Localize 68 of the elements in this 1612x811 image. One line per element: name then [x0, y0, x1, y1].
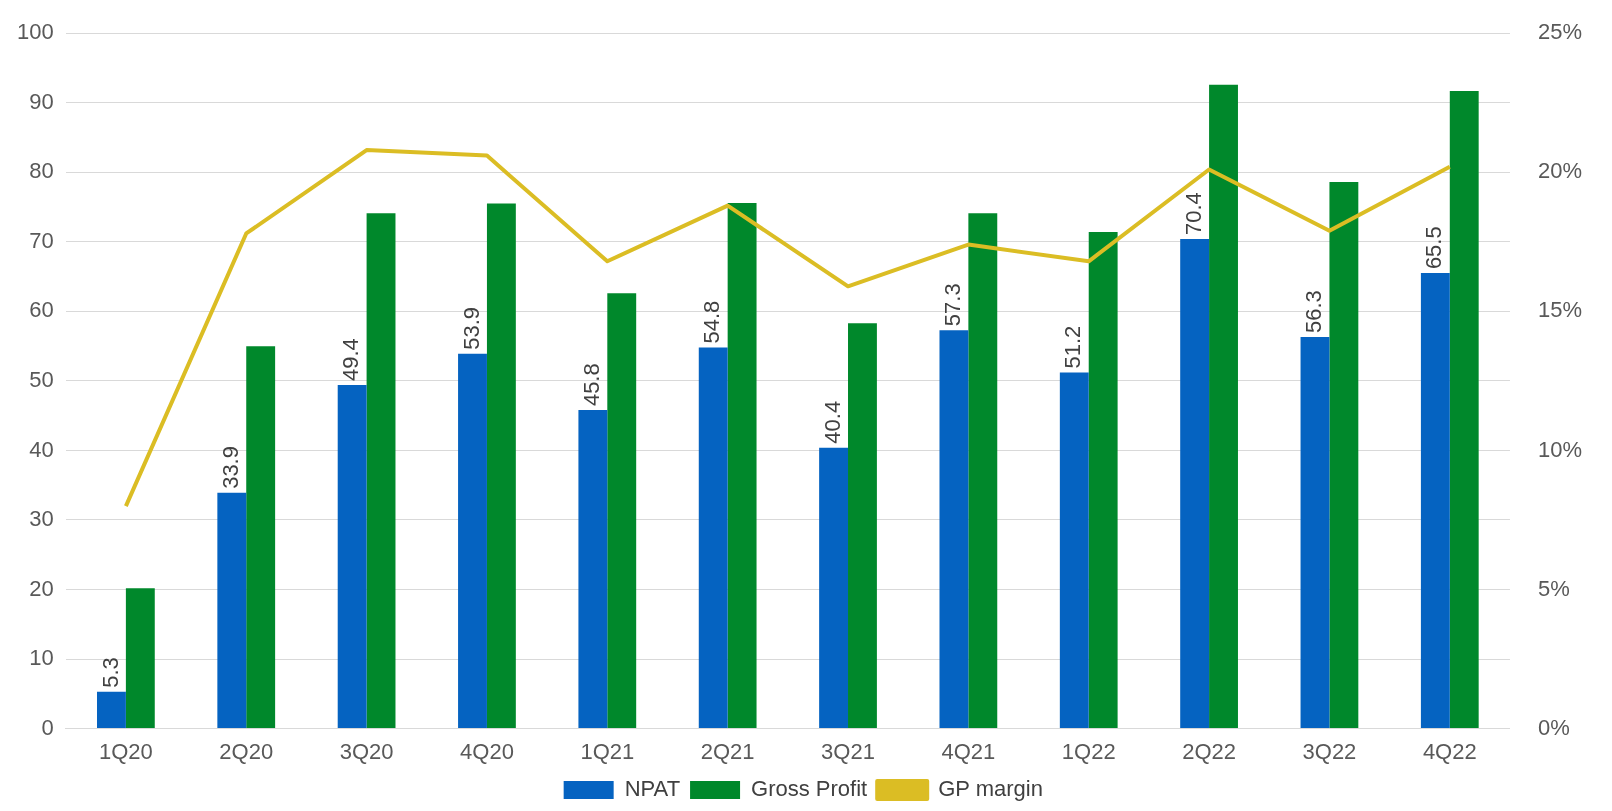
bar [1449, 90, 1479, 729]
bar [1088, 232, 1118, 729]
data-label: 57.3 [939, 283, 965, 327]
y2-tick-label: 25% [1537, 19, 1583, 45]
y-tick-label: 90 [29, 88, 54, 114]
bar [727, 202, 757, 729]
data-label: 56.3 [1301, 290, 1327, 334]
legend-label: NPAT [624, 776, 681, 802]
bar [1300, 337, 1330, 729]
x-tick-label: 4Q22 [1422, 738, 1477, 764]
y-tick-label: 60 [29, 297, 54, 323]
x-tick-label: 3Q21 [821, 738, 875, 764]
data-label: 5.3 [97, 657, 123, 688]
data-label: 70.4 [1180, 192, 1206, 236]
y2-tick-label: 20% [1537, 158, 1583, 184]
y-tick-label: 0 [41, 714, 54, 740]
bar [246, 346, 276, 729]
bar [939, 330, 969, 729]
x-tick-label: 2Q21 [700, 738, 755, 764]
x-tick-label: 4Q20 [460, 738, 514, 764]
y-tick-label: 50 [29, 366, 54, 392]
y-tick-label: 10 [29, 645, 54, 671]
data-label: 33.9 [217, 446, 243, 489]
bar [848, 323, 877, 729]
bar [217, 492, 247, 729]
x-tick-label: 1Q22 [1061, 738, 1116, 764]
data-label: 51.2 [1060, 325, 1086, 369]
bar [97, 691, 126, 729]
bar [458, 353, 487, 729]
y2-tick-label: 5% [1537, 575, 1570, 601]
bar [1059, 372, 1089, 729]
bar [1180, 239, 1210, 729]
bar [125, 588, 155, 729]
bar [607, 293, 637, 729]
bar [1329, 182, 1359, 729]
y-tick-label: 80 [29, 158, 54, 184]
legend-label: GP margin [938, 776, 1043, 802]
bar [698, 347, 728, 729]
bar [578, 410, 608, 729]
y2-tick-label: 15% [1537, 297, 1583, 323]
bar [366, 213, 396, 729]
y2-tick-label: 10% [1537, 436, 1583, 462]
data-label: 49.4 [338, 338, 364, 382]
bar [1209, 84, 1238, 729]
x-tick-label: 3Q22 [1302, 738, 1357, 764]
x-tick-label: 4Q21 [941, 738, 996, 764]
y-tick-label: 30 [29, 506, 54, 532]
data-label: 53.9 [458, 306, 484, 350]
data-label: 54.8 [699, 300, 725, 344]
data-label: 65.5 [1421, 226, 1447, 270]
x-tick-label: 2Q20 [219, 738, 274, 764]
legend-label: Gross Profit [751, 776, 868, 802]
bar [337, 385, 367, 729]
data-label: 45.8 [578, 363, 604, 407]
y-tick-label: 100 [16, 19, 54, 45]
y-tick-label: 40 [29, 436, 54, 462]
y-tick-label: 70 [29, 227, 54, 253]
x-tick-label: 1Q21 [580, 738, 635, 764]
data-label: 40.4 [819, 400, 845, 444]
bar [1420, 273, 1450, 729]
x-tick-label: 2Q22 [1182, 738, 1236, 764]
x-tick-label: 3Q20 [339, 738, 394, 764]
x-tick-label: 1Q20 [98, 738, 153, 764]
bar [819, 447, 849, 729]
y2-tick-label: 0% [1537, 714, 1570, 740]
bar [486, 203, 516, 729]
bar [968, 213, 998, 729]
y-tick-label: 20 [29, 575, 54, 601]
